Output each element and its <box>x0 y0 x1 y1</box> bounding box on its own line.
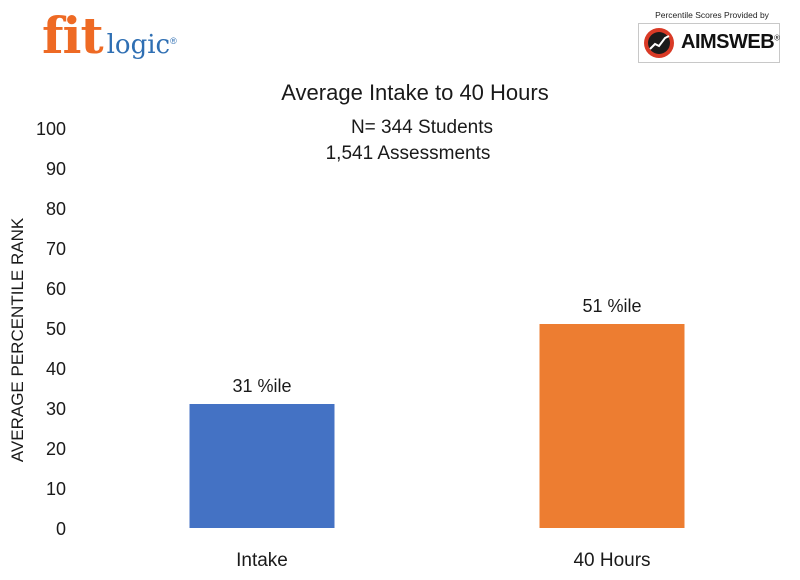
aimsweb-brand-name: AIMSWEB <box>681 31 775 53</box>
x-category-label-40-hours: 40 Hours <box>573 550 650 571</box>
x-axis-labels: Intake 40 Hours <box>236 550 650 571</box>
y-tick-label-100: 100 <box>36 119 66 139</box>
y-axis-label: AVERAGE PERCENTILE RANK <box>8 217 27 462</box>
y-axis-ticks: 0 10 20 30 40 50 60 70 80 90 100 <box>36 119 66 539</box>
y-tick-label-30: 30 <box>46 399 66 419</box>
chart-title: Average Intake to 40 Hours <box>281 80 548 105</box>
aimsweb-logo: AIMSWEB® <box>638 23 780 63</box>
chart-subtitle-assessments: 1,541 Assessments <box>326 143 491 164</box>
logo-logic-text: logic <box>106 30 171 60</box>
y-tick-label-90: 90 <box>46 159 66 179</box>
y-tick-label-20: 20 <box>46 439 66 459</box>
y-tick-label-0: 0 <box>56 519 66 539</box>
chart-subtitle-students: N= 344 Students <box>351 117 493 138</box>
bar-intake <box>189 404 335 528</box>
bars-group: 31 %ile 51 %ile <box>189 296 685 528</box>
aimsweb-provider-block: Percentile Scores Provided by AIMSWEB® <box>632 10 792 63</box>
fitlogic-logo: fit logic® <box>42 6 177 65</box>
provider-caption: Percentile Scores Provided by <box>655 10 769 20</box>
y-tick-label-60: 60 <box>46 279 66 299</box>
logo-fit-text: fit <box>42 6 104 65</box>
bar-40-hours <box>539 324 685 528</box>
aimsweb-brand-text: AIMSWEB® <box>681 31 780 54</box>
aimsweb-emblem-icon <box>644 28 674 58</box>
y-tick-label-70: 70 <box>46 239 66 259</box>
data-label-intake: 31 %ile <box>232 376 291 396</box>
y-tick-label-50: 50 <box>46 319 66 339</box>
x-category-label-intake: Intake <box>236 550 288 571</box>
y-tick-label-80: 80 <box>46 199 66 219</box>
logo-registered-mark: ® <box>170 36 177 46</box>
y-tick-label-40: 40 <box>46 359 66 379</box>
aimsweb-registered-mark: ® <box>774 33 780 43</box>
data-label-40-hours: 51 %ile <box>582 296 641 316</box>
y-tick-label-10: 10 <box>46 479 66 499</box>
